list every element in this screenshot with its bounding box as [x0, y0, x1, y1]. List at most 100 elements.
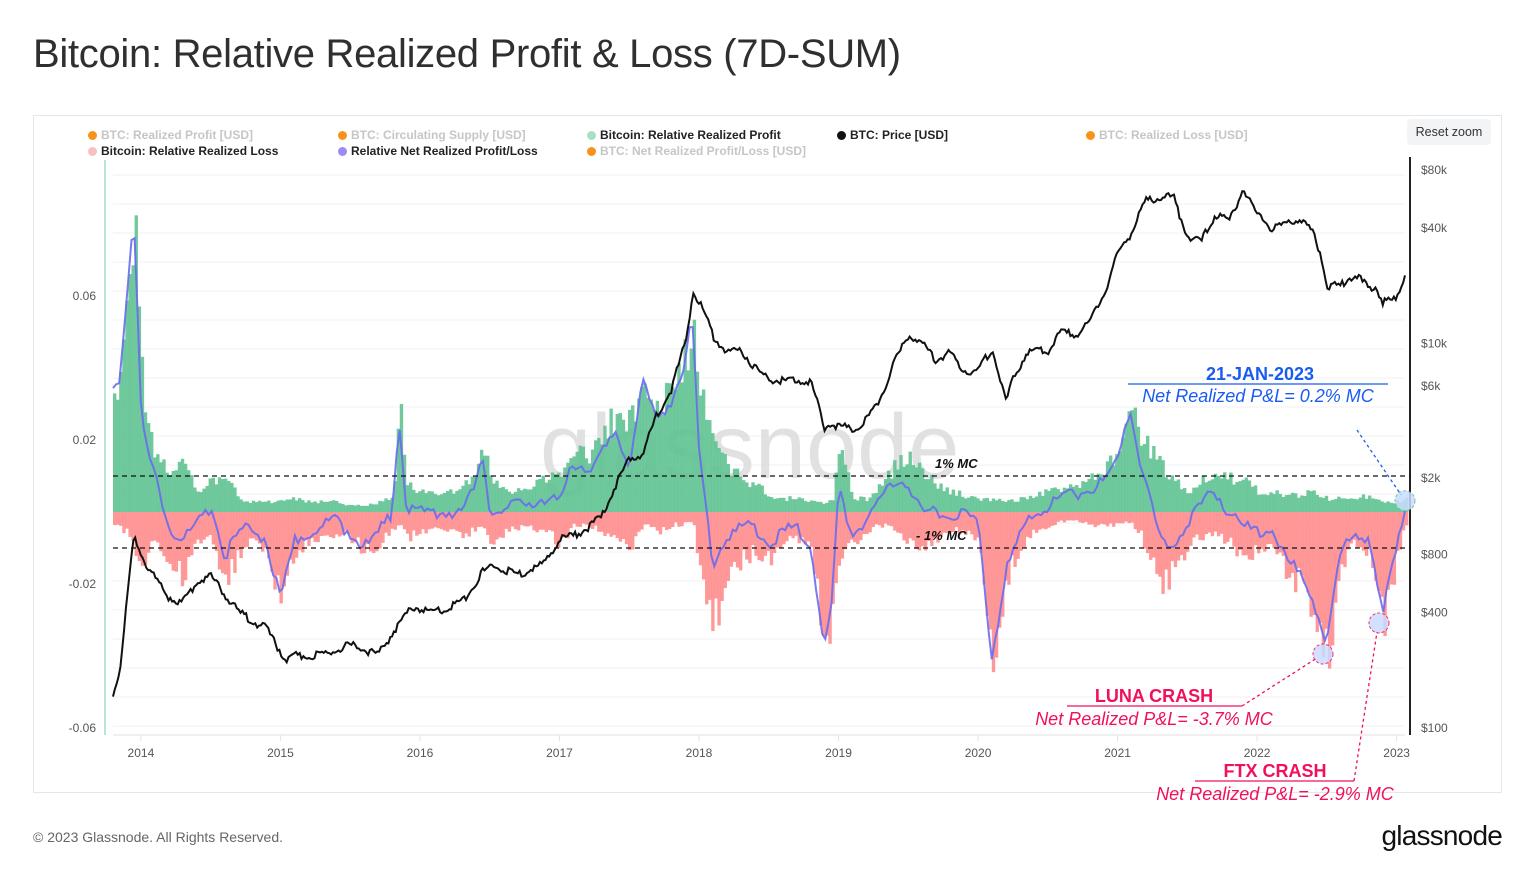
profit-bar — [171, 470, 175, 512]
loss-bar — [372, 512, 376, 554]
loss-bar — [772, 512, 777, 554]
loss-bar — [353, 512, 357, 543]
legend-item[interactable]: Bitcoin: Relative Realized Loss — [88, 144, 278, 158]
legend-item[interactable]: Bitcoin: Relative Realized Profit — [587, 128, 781, 142]
loss-bar — [1290, 512, 1295, 573]
loss-bar — [735, 512, 740, 568]
profit-bar — [1182, 488, 1187, 512]
profit-bar — [1105, 461, 1110, 512]
profit-bar — [1377, 499, 1381, 512]
profit-bar — [840, 450, 845, 512]
loss-bar — [1352, 512, 1356, 540]
annotation-marker-jan-2023 — [1394, 490, 1416, 512]
profit-bar — [1321, 497, 1326, 512]
legend-item[interactable]: BTC: Realized Loss [USD] — [1086, 128, 1248, 142]
profit-bar — [806, 501, 811, 512]
legend-item[interactable]: Relative Net Realized Profit/Loss — [338, 144, 538, 158]
profit-bar — [689, 348, 693, 512]
profit-bar — [1235, 481, 1239, 512]
loss-bar — [775, 512, 780, 548]
loss-bar — [1266, 512, 1270, 545]
y-right-tick-label: $80k — [1421, 163, 1448, 177]
profit-bar — [988, 501, 993, 512]
loss-bar — [1152, 512, 1156, 558]
loss-bar — [177, 512, 182, 562]
net-line-layer — [112, 236, 1406, 660]
loss-bar — [1068, 512, 1073, 521]
loss-bar — [328, 512, 333, 538]
loss-bar — [1053, 512, 1057, 526]
loss-bar — [211, 512, 216, 545]
profit-bar — [621, 419, 626, 512]
loss-bar — [1096, 512, 1101, 526]
profit-bar — [1007, 500, 1011, 512]
loss-bar — [276, 512, 280, 576]
profit-bar — [316, 503, 320, 512]
profit-bar — [1102, 475, 1107, 512]
loss-bar — [193, 512, 197, 544]
profit-bar — [338, 503, 342, 512]
profit-bar — [557, 472, 561, 512]
loss-bar — [344, 512, 348, 531]
loss-bar — [159, 512, 163, 552]
legend-item[interactable]: BTC: Net Realized Profit/Loss [USD] — [587, 144, 806, 158]
legend-item[interactable]: BTC: Realized Profit [USD] — [88, 128, 253, 142]
loss-bar — [877, 512, 882, 526]
profit-bar — [116, 399, 120, 512]
profit-bar — [1247, 480, 1252, 512]
profit-bar — [279, 500, 283, 512]
loss-bar — [119, 512, 123, 526]
profit-bar — [763, 494, 768, 512]
loss-bar — [483, 512, 487, 529]
legend-label: BTC: Net Realized Profit/Loss [USD] — [600, 144, 807, 158]
loss-bar — [960, 512, 965, 531]
profit-bar — [1392, 503, 1397, 512]
loss-bar — [732, 512, 737, 562]
loss-bar — [927, 512, 931, 541]
profit-bar — [442, 492, 447, 512]
profit-bar — [1108, 455, 1113, 512]
profit-bar — [233, 487, 237, 512]
loss-bar — [387, 512, 391, 536]
profit-bar — [1223, 472, 1227, 512]
reset-zoom-button[interactable]: Reset zoom — [1407, 119, 1491, 145]
x-tick-label: 2023 — [1383, 746, 1410, 760]
loss-bar — [1195, 512, 1199, 535]
loss-bar — [489, 512, 493, 544]
profit-bar — [914, 467, 919, 512]
profit-bar — [464, 480, 468, 512]
loss-bar — [1105, 512, 1110, 527]
y-right-tick-label: $100 — [1421, 721, 1448, 735]
profit-bar — [572, 456, 576, 512]
loss-bar — [257, 512, 262, 544]
loss-bar — [856, 512, 860, 545]
profit-bar — [942, 491, 946, 512]
reference-line-label: - 1% MC — [916, 528, 967, 543]
profit-bar — [1019, 497, 1023, 512]
loss-bar — [458, 512, 462, 533]
loss-bar — [985, 512, 990, 616]
loss-bar — [1263, 512, 1267, 552]
profit-bar — [362, 505, 367, 512]
profit-bar — [668, 383, 672, 512]
legend-dot-icon — [1086, 130, 1095, 140]
loss-bar — [1164, 512, 1168, 570]
profit-bar — [1152, 445, 1156, 512]
profit-bar — [1337, 496, 1341, 512]
profit-bar — [997, 498, 1002, 512]
profit-bar — [1226, 479, 1230, 512]
profit-bar — [1290, 492, 1295, 512]
profit-bar — [754, 485, 758, 512]
profit-bar — [199, 492, 203, 512]
profit-bar — [634, 421, 638, 512]
loss-bar — [1380, 512, 1384, 597]
profit-bar — [1352, 498, 1356, 512]
loss-bar — [1241, 512, 1245, 556]
profit-bar — [1186, 493, 1190, 512]
profit-bar — [1161, 460, 1165, 512]
profit-bar — [1275, 490, 1279, 512]
legend-item[interactable]: BTC: Price [USD] — [837, 128, 948, 142]
legend-item[interactable]: BTC: Circulating Supply [USD] — [338, 128, 526, 142]
profit-bar — [834, 472, 838, 512]
profit-bar — [510, 493, 515, 512]
